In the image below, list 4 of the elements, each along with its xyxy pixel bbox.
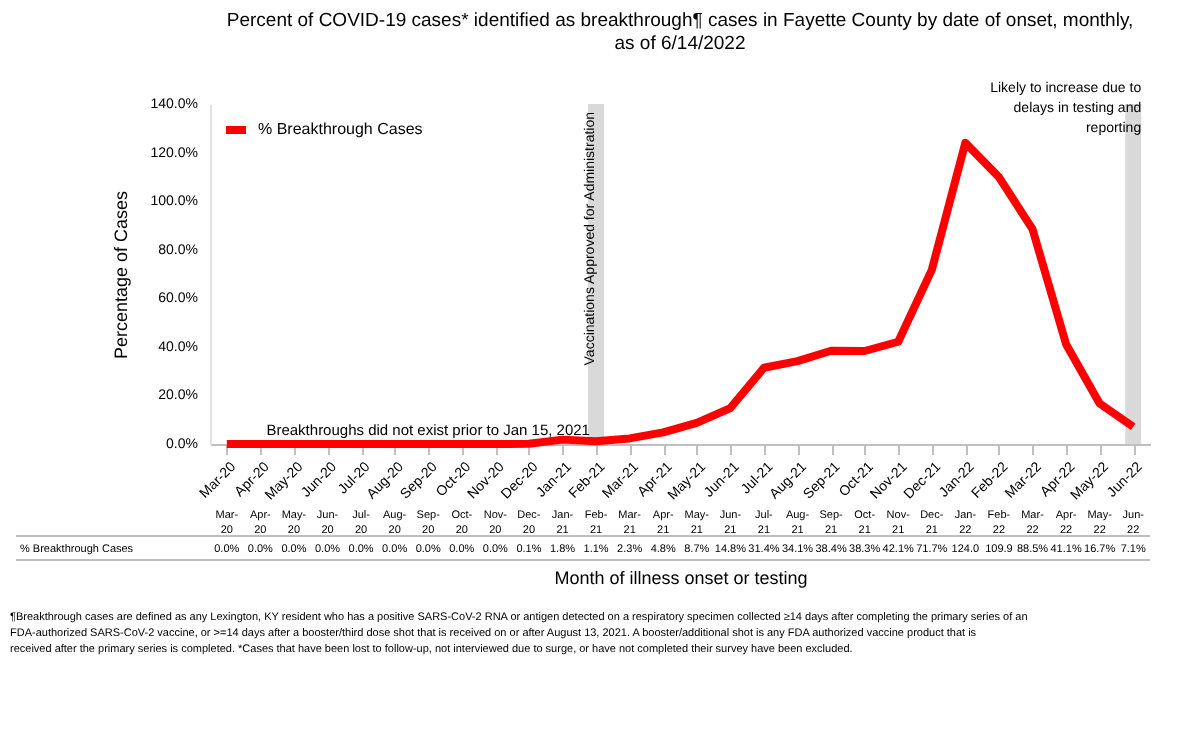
y-axis-title: Percentage of Cases xyxy=(111,189,131,360)
chart-title: Percent of COVID-19 cases* identified as breakthrough¶ cases in Fayette County by date of onset, monthly, as of 6/14/2022 xyxy=(226,10,1134,55)
legend-label: % Breakthrough Cases xyxy=(258,120,423,138)
x-axis-title: Month of illness onset or testing xyxy=(554,567,808,588)
